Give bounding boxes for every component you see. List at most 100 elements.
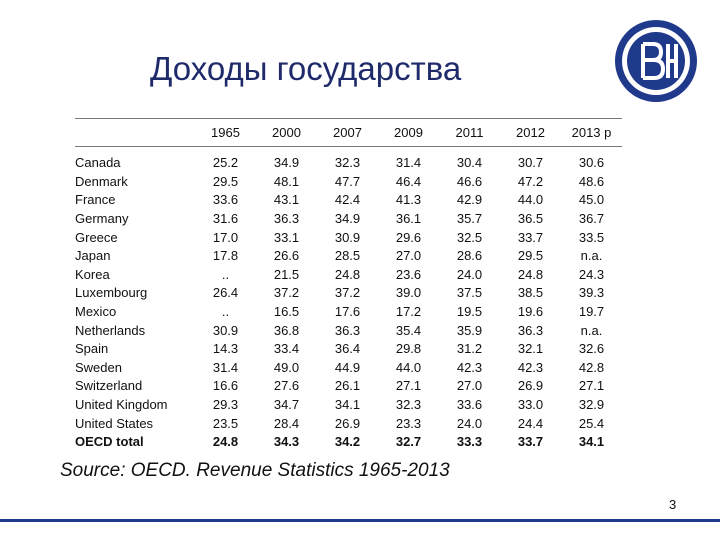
country-name: United Kingdom <box>75 397 168 413</box>
revenue-value: .. <box>221 266 230 282</box>
revenue-value: 29.5 <box>517 248 544 264</box>
revenue-value: 47.7 <box>334 173 361 189</box>
revenue-value: n.a. <box>580 248 603 264</box>
revenue-value: 24.8 <box>334 266 361 282</box>
revenue-value: 44.0 <box>395 359 422 375</box>
table-row: Denmark 29.5 48.1 47.7 46.4 46.6 47.2 48.6 <box>75 173 622 192</box>
revenue-value: 44.9 <box>334 359 361 375</box>
revenue-value: n.a. <box>580 322 603 338</box>
revenue-value: 26.6 <box>273 248 300 264</box>
revenue-value: 32.7 <box>395 434 422 450</box>
revenue-value: 41.3 <box>395 192 422 208</box>
slide-title: Доходы государства <box>150 50 462 87</box>
revenue-value: 23.5 <box>212 415 239 431</box>
revenue-value: 17.8 <box>212 248 239 264</box>
revenue-value: 27.1 <box>578 378 605 394</box>
header-year: 2012 <box>500 118 561 147</box>
revenue-value: 30.9 <box>334 229 361 245</box>
revenue-value: 17.2 <box>395 304 422 320</box>
revenue-value: 28.5 <box>334 248 361 264</box>
table-header-row: 1965 2000 2007 2009 2011 2012 2013 p <box>75 118 622 147</box>
revenue-value: 19.5 <box>456 304 483 320</box>
table-body: Canada 25.2 34.9 32.3 31.4 30.4 30.7 30.6 Denmar… <box>75 154 622 452</box>
revenue-value: 19.7 <box>578 304 605 320</box>
table-row: Netherlands 30.9 36.8 36.3 35.4 35.9 36.3 n.a. <box>75 321 622 340</box>
revenue-value: 36.7 <box>578 211 605 227</box>
revenue-value: 49.0 <box>273 359 300 375</box>
revenue-value: 33.6 <box>212 192 239 208</box>
revenue-value: 42.8 <box>578 359 605 375</box>
revenue-value: 48.1 <box>273 173 300 189</box>
revenue-value: 32.3 <box>395 397 422 413</box>
country-name: Luxembourg <box>75 285 148 301</box>
revenue-value: 28.4 <box>273 415 300 431</box>
revenue-value: 36.3 <box>517 322 544 338</box>
revenue-value: 31.4 <box>395 155 422 171</box>
revenue-value: 35.9 <box>456 322 483 338</box>
university-logo-icon <box>615 20 697 102</box>
table-row: Mexico.. 16.5 17.6 17.2 19.5 19.6 19.7 <box>75 303 622 322</box>
revenue-value: 34.3 <box>273 434 300 450</box>
revenue-value: 37.2 <box>334 285 361 301</box>
revenue-value: 26.1 <box>334 378 361 394</box>
country-name: Korea <box>75 266 110 282</box>
revenue-value: 16.5 <box>273 304 300 320</box>
footer-divider <box>0 519 720 522</box>
revenue-value: 48.6 <box>578 173 605 189</box>
table-row: France 33.6 43.1 42.4 41.3 42.9 44.0 45.0 <box>75 191 622 210</box>
revenue-value: 34.9 <box>334 211 361 227</box>
revenue-value: 42.3 <box>456 359 483 375</box>
revenue-table: 1965 2000 2007 2009 2011 2012 2013 p Can… <box>75 118 622 452</box>
revenue-value: 25.4 <box>578 415 605 431</box>
revenue-value: 29.8 <box>395 341 422 357</box>
revenue-value: 24.0 <box>456 415 483 431</box>
revenue-value: 35.4 <box>395 322 422 338</box>
revenue-value: 27.6 <box>273 378 300 394</box>
revenue-value: 39.3 <box>578 285 605 301</box>
revenue-value: 17.6 <box>334 304 361 320</box>
revenue-value: 36.4 <box>334 341 361 357</box>
revenue-value: 46.4 <box>395 173 422 189</box>
revenue-value: 29.5 <box>212 173 239 189</box>
header-year: 2009 <box>378 118 439 147</box>
table-row: United States 23.5 28.4 26.9 23.3 24.0 24.4 25.… <box>75 414 622 433</box>
revenue-value: 32.6 <box>578 341 605 357</box>
table-row: Japan 17.8 26.6 28.5 27.0 28.6 29.5 n.a. <box>75 247 622 266</box>
revenue-value: 31.2 <box>456 341 483 357</box>
revenue-value: 27.1 <box>395 378 422 394</box>
revenue-value: 30.7 <box>517 155 544 171</box>
revenue-value: 23.3 <box>395 415 422 431</box>
table-row: Germany 31.6 36.3 34.9 36.1 35.7 36.5 36.7 <box>75 210 622 229</box>
revenue-value: 37.2 <box>273 285 300 301</box>
table-row: Spain 14.3 33.4 36.4 29.8 31.2 32.1 32.6 <box>75 340 622 359</box>
table-row: Switzerland 16.6 27.6 26.1 27.1 27.0 26.9 27.1 <box>75 377 622 396</box>
table-total-row: OECD total 24.8 34.3 34.2 32.7 33.3 33.7 34.1 <box>75 433 622 452</box>
revenue-value: 34.2 <box>334 434 361 450</box>
country-name: Japan <box>75 248 111 264</box>
table-row: Greece 17.0 33.1 30.9 29.6 32.5 33.7 33.5 <box>75 228 622 247</box>
revenue-value: 19.6 <box>517 304 544 320</box>
revenue-value: 32.9 <box>578 397 605 413</box>
revenue-value: 42.9 <box>456 192 483 208</box>
revenue-value: 33.7 <box>517 229 544 245</box>
country-name: OECD total <box>75 434 144 450</box>
revenue-value: 16.6 <box>212 378 239 394</box>
revenue-value: 33.3 <box>456 434 483 450</box>
revenue-value: 34.1 <box>334 397 361 413</box>
revenue-value: 24.8 <box>212 434 239 450</box>
revenue-value: 38.5 <box>517 285 544 301</box>
country-name: Spain <box>75 341 109 357</box>
revenue-value: .. <box>221 304 230 320</box>
revenue-value: 32.5 <box>456 229 483 245</box>
revenue-value: 34.7 <box>273 397 300 413</box>
revenue-value: 24.0 <box>456 266 483 282</box>
revenue-value: 33.6 <box>456 397 483 413</box>
revenue-value: 26.9 <box>334 415 361 431</box>
revenue-value: 34.9 <box>273 155 300 171</box>
revenue-value: 45.0 <box>578 192 605 208</box>
revenue-value: 21.5 <box>273 266 300 282</box>
revenue-value: 42.3 <box>517 359 544 375</box>
header-year: 1965 <box>195 118 256 147</box>
revenue-value: 29.3 <box>212 397 239 413</box>
header-year: 2013 p <box>561 118 622 147</box>
